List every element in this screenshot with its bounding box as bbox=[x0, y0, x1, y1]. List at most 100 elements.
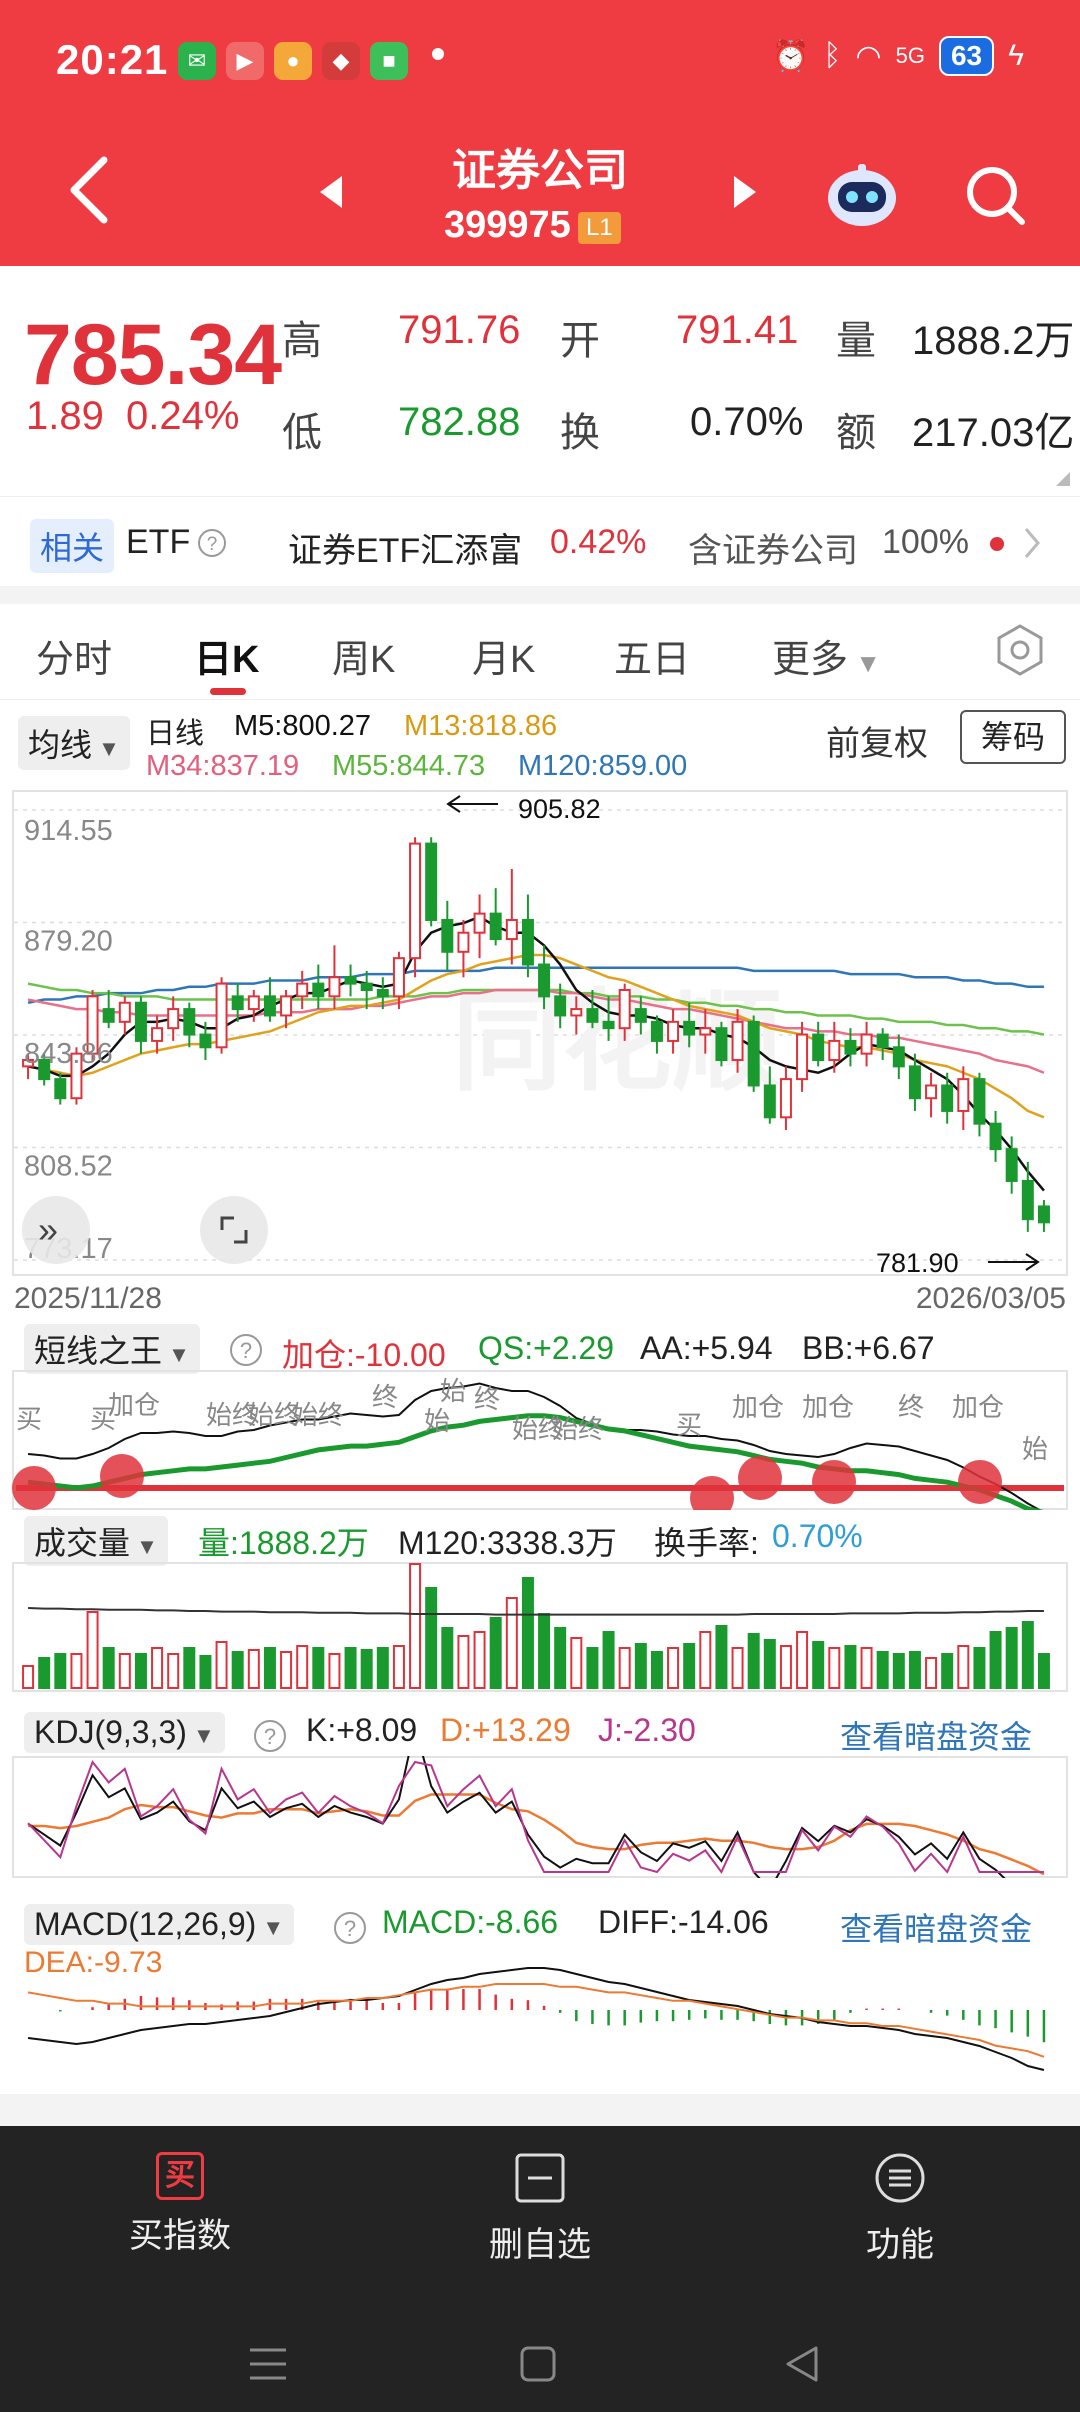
tab-daily-k[interactable]: 日K bbox=[194, 639, 260, 681]
candle-body bbox=[280, 995, 293, 1017]
red-dot-indicator bbox=[990, 537, 1004, 551]
y-tick-label: 808.52 bbox=[24, 1150, 113, 1182]
short-king-selector[interactable]: 短线之王 ▼ bbox=[24, 1324, 200, 1374]
help-icon[interactable]: ? bbox=[332, 1910, 368, 1946]
function-label: 功能 bbox=[866, 2226, 934, 2264]
start-date: 2025/11/28 bbox=[14, 1282, 162, 1315]
candle-body bbox=[747, 1020, 760, 1087]
volume-bar bbox=[941, 1653, 954, 1689]
signal-mark: 加仓 bbox=[802, 1392, 854, 1422]
qs-line bbox=[27, 1413, 1044, 1510]
buy-icon: 买 bbox=[156, 2152, 204, 2200]
next-stock-icon[interactable] bbox=[730, 172, 760, 212]
volume-bar bbox=[892, 1653, 905, 1689]
candle-body bbox=[263, 995, 276, 1017]
high-arrow-head bbox=[446, 795, 461, 813]
kdj-dark-fund-link[interactable]: 查看暗盘资金 bbox=[840, 1719, 1033, 1755]
candle-body bbox=[38, 1059, 51, 1081]
previous-stock-icon[interactable] bbox=[316, 172, 346, 212]
related-etf-row[interactable]: 相关 ETF ? 证券ETF汇添富 0.42% 含证券公司 100% bbox=[0, 496, 1080, 586]
function-button[interactable]: 功能 bbox=[800, 2152, 1000, 2266]
tab-weekly-k[interactable]: 周K bbox=[332, 639, 396, 681]
volume-bar bbox=[280, 1651, 293, 1689]
aa-value: AA:+5.94 bbox=[640, 1330, 773, 1366]
candle-body bbox=[376, 988, 389, 998]
adjust-button[interactable]: 前复权 bbox=[826, 725, 928, 763]
volume-selector[interactable]: 成交量 ▼ bbox=[24, 1516, 168, 1566]
kdj-selector[interactable]: KDJ(9,3,3) ▼ bbox=[24, 1712, 225, 1753]
volume-bar bbox=[812, 1641, 825, 1689]
signal-mark: 始终 bbox=[552, 1414, 604, 1444]
low-annotation: 781.90 bbox=[876, 1248, 1040, 1276]
help-icon[interactable]: ? bbox=[228, 1332, 264, 1368]
section-divider bbox=[0, 586, 1080, 604]
help-icon[interactable]: ? bbox=[196, 527, 228, 559]
signal-mark: 始终 bbox=[206, 1400, 258, 1430]
expand-corner-icon[interactable] bbox=[1056, 472, 1070, 486]
candle-body bbox=[360, 982, 373, 991]
volume-bar bbox=[247, 1649, 260, 1689]
signal-mark: 加仓 bbox=[952, 1392, 1004, 1422]
bottom-action-bar: 买 买指数 删自选 功能 bbox=[0, 2126, 1080, 2412]
related-tag: 相关 bbox=[30, 519, 115, 573]
candle-body bbox=[876, 1033, 889, 1049]
signal-mark: 加仓 bbox=[108, 1390, 160, 1420]
aa-line bbox=[27, 1382, 1042, 1510]
charging-icon: ϟ bbox=[1008, 39, 1024, 72]
help-icon[interactable]: ? bbox=[252, 1718, 288, 1754]
system-menu-icon[interactable] bbox=[248, 2346, 288, 2382]
macd-selector[interactable]: MACD(12,26,9) ▼ bbox=[24, 1904, 295, 1945]
kdj-d-line bbox=[28, 1793, 1045, 1876]
tab-five-day[interactable]: 五日 bbox=[614, 639, 691, 681]
system-back-icon[interactable] bbox=[782, 2344, 822, 2384]
settings-icon[interactable] bbox=[992, 622, 1048, 678]
candle-body bbox=[699, 1027, 712, 1036]
chart-gridlines bbox=[14, 809, 1066, 1261]
qs-value: QS:+2.29 bbox=[478, 1330, 615, 1366]
robot-assistant-icon[interactable] bbox=[824, 160, 900, 230]
fullscreen-button[interactable] bbox=[200, 1196, 268, 1264]
wifi-icon: ◠ bbox=[855, 39, 882, 73]
top-bar: 20:21 ✉ ▶ ● ◆ ■ ⏰ ᛒ ◠ 5G 63 ϟ 证券公司 39997… bbox=[0, 0, 1080, 266]
ma-selector[interactable]: 均线 ▼ bbox=[18, 716, 130, 770]
remove-watchlist-button[interactable]: 删自选 bbox=[440, 2152, 640, 2266]
volume-bar bbox=[634, 1643, 647, 1689]
buy-index-button[interactable]: 买 买指数 bbox=[80, 2152, 280, 2257]
candle-body bbox=[554, 995, 567, 1017]
volume-bar bbox=[602, 1631, 615, 1689]
back-arrow-icon[interactable] bbox=[60, 150, 120, 230]
etf-name[interactable]: 证券ETF汇添富 bbox=[288, 532, 523, 570]
volume-bar bbox=[860, 1647, 873, 1689]
tab-intraday[interactable]: 分时 bbox=[36, 639, 113, 681]
ma34-label: M34:837.19 bbox=[146, 750, 300, 782]
tab-monthly-k[interactable]: 月K bbox=[472, 639, 536, 681]
candle-body bbox=[796, 1033, 809, 1081]
macd-dark-fund-link[interactable]: 查看暗盘资金 bbox=[840, 1911, 1033, 1947]
candle-body bbox=[570, 1008, 583, 1017]
volume-label: 成交量 bbox=[34, 1525, 131, 1561]
signal-ball bbox=[738, 1456, 782, 1500]
amount-label: 额 bbox=[836, 411, 876, 455]
buy-index-label: 买指数 bbox=[129, 2217, 231, 2255]
signal-ball bbox=[690, 1476, 734, 1510]
candle-body bbox=[215, 982, 228, 1049]
macd-chart bbox=[27, 1967, 1046, 2071]
search-icon[interactable] bbox=[960, 160, 1030, 230]
caret-down-icon: ▼ bbox=[162, 1342, 190, 1367]
volume-bar bbox=[747, 1633, 760, 1689]
volume-bar bbox=[312, 1647, 325, 1689]
tab-more[interactable]: 更多 ▼ bbox=[772, 628, 881, 683]
chip-button[interactable]: 筹码 bbox=[960, 710, 1066, 764]
volume-bar bbox=[521, 1577, 534, 1689]
candle-body bbox=[199, 1033, 212, 1049]
system-home-icon[interactable] bbox=[518, 2344, 558, 2384]
candle-body bbox=[812, 1033, 825, 1062]
caret-down-icon: ▼ bbox=[848, 648, 881, 678]
signal-mark: 始 bbox=[424, 1406, 450, 1436]
message-app-icon: ■ bbox=[370, 42, 408, 80]
expand-button[interactable]: » bbox=[22, 1196, 90, 1264]
chevron-right-icon[interactable] bbox=[1020, 523, 1044, 563]
candle-body bbox=[925, 1084, 938, 1100]
signal-mark: 终 bbox=[898, 1392, 924, 1422]
